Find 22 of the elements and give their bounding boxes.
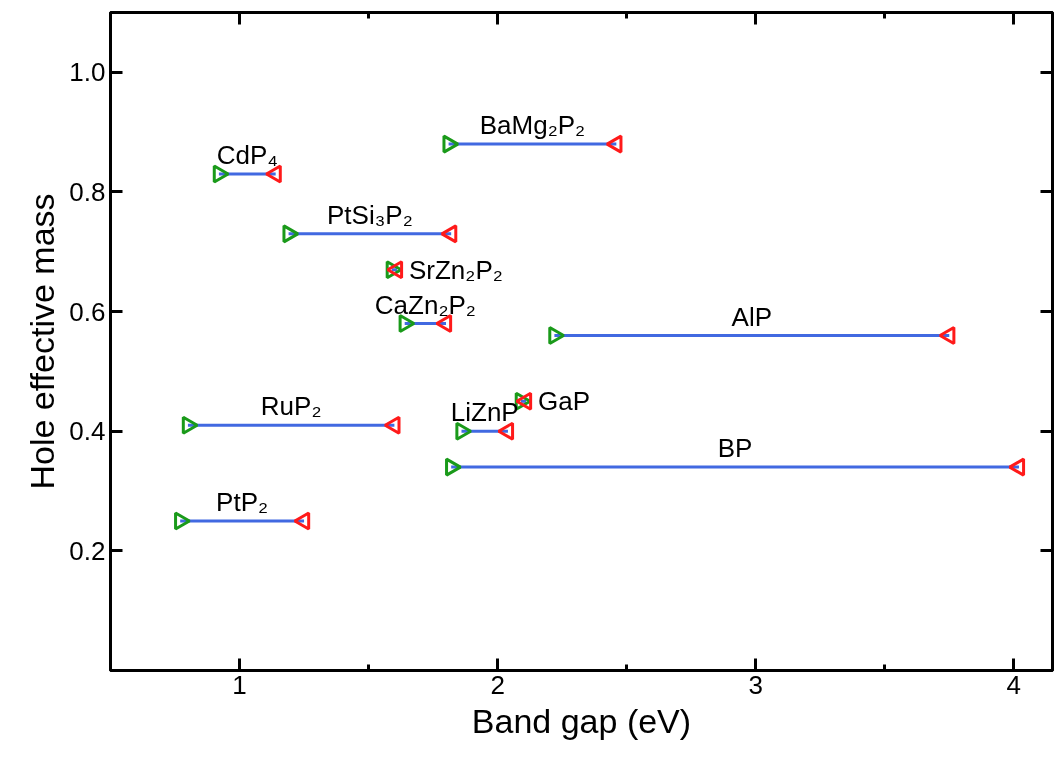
x-tick-label: 1 — [232, 669, 247, 700]
y-axis-title: Hole effective mass — [23, 193, 62, 490]
x-tick-label: 2 — [490, 669, 505, 700]
x-tick-label: 4 — [1006, 669, 1022, 700]
x-tick-label: 3 — [748, 669, 763, 700]
series-label: PtP₂ — [216, 486, 269, 517]
y-tick-label: 0.2 — [69, 535, 106, 566]
series-label: CdP₄ — [216, 140, 278, 171]
series-label: GaP — [538, 386, 591, 417]
y-tick-label: 0.6 — [69, 296, 106, 327]
y-tick-label: 1.0 — [69, 57, 106, 88]
series-label: AlP — [731, 301, 773, 332]
series-label: CaZn₂P₂ — [374, 289, 476, 320]
series-label: RuP₂ — [260, 391, 322, 422]
series-label: LiZnP — [450, 397, 519, 428]
y-tick-label: 0.8 — [69, 176, 106, 207]
series-label: BaMg₂P₂ — [479, 110, 586, 141]
y-tick-label: 0.4 — [69, 416, 106, 447]
series-label: BP — [717, 433, 753, 464]
x-axis-title: Band gap (eV) — [471, 701, 692, 740]
series-label: PtSi₃P₂ — [327, 199, 413, 230]
series-label: SrZn₂P₂ — [408, 254, 503, 285]
